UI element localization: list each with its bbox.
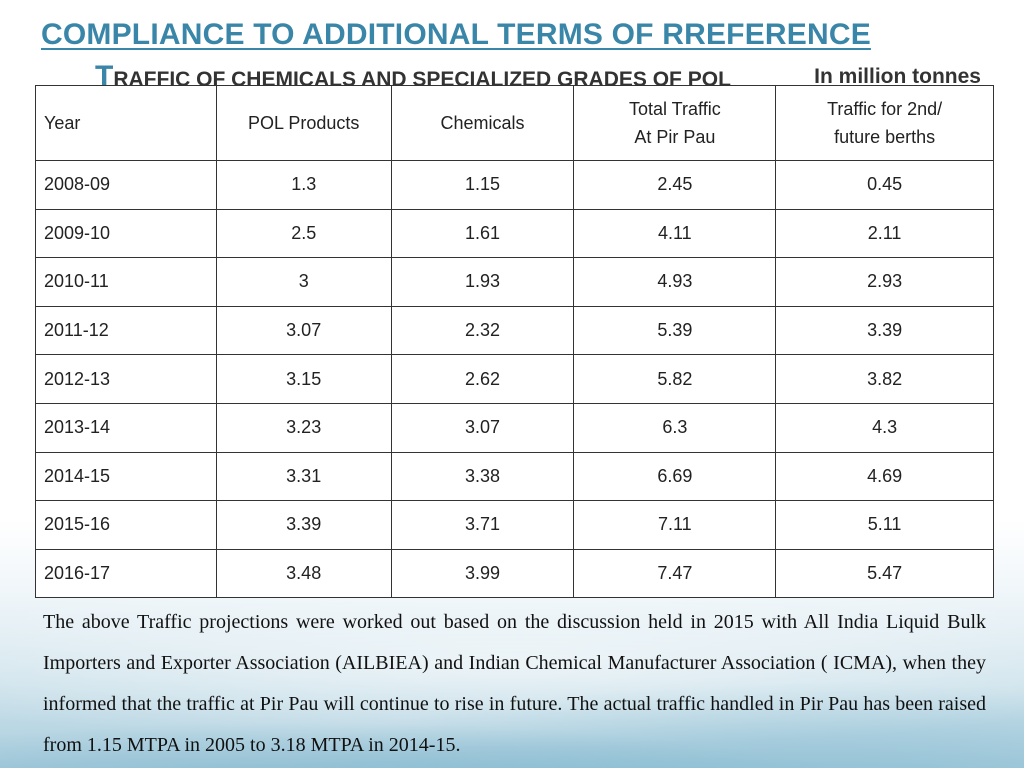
cell-total: 5.82 <box>573 354 777 404</box>
cell-pol: 3.23 <box>215 402 392 453</box>
cell-year: 2011-12 <box>35 305 217 356</box>
cell-future: 4.3 <box>775 402 994 453</box>
cell-future: 2.93 <box>775 257 994 307</box>
cell-chemicals: 3.71 <box>390 500 575 550</box>
cell-future: 5.11 <box>775 500 994 550</box>
table-row: 2012-13 3.15 2.62 5.82 3.82 <box>35 354 994 404</box>
cell-year: 2009-10 <box>35 208 217 259</box>
cell-chemicals: 1.15 <box>390 160 575 210</box>
footnote-paragraph: The above Traffic projections were worke… <box>43 611 986 756</box>
header-chemicals: Chemicals <box>390 85 575 161</box>
header-future-berths: Traffic for 2nd/future berths <box>775 85 994 161</box>
cell-future: 5.47 <box>775 548 994 599</box>
header-year: Year <box>35 85 217 161</box>
cell-chemicals: 2.32 <box>390 305 575 356</box>
cell-future: 0.45 <box>775 160 994 210</box>
table-row: 2013-14 3.23 3.07 6.3 4.3 <box>35 402 994 453</box>
cell-chemicals: 1.61 <box>390 208 575 259</box>
table-row: 2011-12 3.07 2.32 5.39 3.39 <box>35 305 994 356</box>
cell-future: 4.69 <box>775 451 994 502</box>
cell-year: 2012-13 <box>35 354 217 404</box>
table-row: 2015-16 3.39 3.71 7.11 5.11 <box>35 500 994 550</box>
header-future-line2: future berths <box>834 127 936 147</box>
cell-year: 2008-09 <box>35 160 217 210</box>
cell-pol: 3.31 <box>215 451 392 502</box>
header-pol-products: POL Products <box>215 85 392 161</box>
cell-chemicals: 3.38 <box>390 451 575 502</box>
cell-year: 2014-15 <box>35 451 217 502</box>
cell-pol: 3.48 <box>215 548 392 599</box>
table-row: 2009-10 2.5 1.61 4.11 2.11 <box>35 208 994 259</box>
cell-total: 4.11 <box>573 208 777 259</box>
subtitle-initial: T <box>95 60 114 93</box>
cell-pol: 3.07 <box>215 305 392 356</box>
cell-future: 2.11 <box>775 208 994 259</box>
cell-total: 7.11 <box>573 500 777 550</box>
cell-total: 5.39 <box>573 305 777 356</box>
cell-total: 7.47 <box>573 548 777 599</box>
cell-total: 2.45 <box>573 160 777 210</box>
cell-pol: 1.3 <box>215 160 392 210</box>
table-body: 2008-09 1.3 1.15 2.45 0.45 2009-10 2.5 1.61 4.1… <box>35 160 994 599</box>
cell-pol: 3.39 <box>215 500 392 550</box>
cell-future: 3.82 <box>775 354 994 404</box>
cell-total: 4.93 <box>573 257 777 307</box>
header-total-traffic: Total Traffic At Pir Pau <box>573 85 777 161</box>
cell-chemicals: 3.99 <box>390 548 575 599</box>
cell-year: 2016-17 <box>35 548 217 599</box>
cell-pol: 3 <box>215 257 392 307</box>
cell-total: 6.69 <box>573 451 777 502</box>
cell-year: 2010-11 <box>35 257 217 307</box>
header-total-line2: At Pir Pau <box>634 127 716 147</box>
traffic-table: Year POL Products Chemicals Total Traffi… <box>35 85 994 599</box>
cell-year: 2013-14 <box>35 402 217 453</box>
cell-future: 3.39 <box>775 305 994 356</box>
header-future-line1: Traffic for 2nd/ <box>827 99 943 119</box>
slide-title: COMPLIANCE TO ADDITIONAL TERMS OF RREFER… <box>41 18 871 51</box>
table-row: 2010-11 3 1.93 4.93 2.93 <box>35 257 994 307</box>
cell-year: 2015-16 <box>35 500 217 550</box>
header-total-line1: Total Traffic <box>628 99 721 119</box>
cell-chemicals: 3.07 <box>390 402 575 453</box>
cell-chemicals: 2.62 <box>390 354 575 404</box>
cell-pol: 3.15 <box>215 354 392 404</box>
units-label: In million tonnes <box>814 65 981 88</box>
table-header-row: Year POL Products Chemicals Total Traffi… <box>35 85 994 161</box>
table-row: 2016-17 3.48 3.99 7.47 5.47 <box>35 548 994 599</box>
cell-total: 6.3 <box>573 402 777 453</box>
table-row: 2008-09 1.3 1.15 2.45 0.45 <box>35 160 994 210</box>
table-row: 2014-15 3.31 3.38 6.69 4.69 <box>35 451 994 502</box>
cell-pol: 2.5 <box>215 208 392 259</box>
cell-chemicals: 1.93 <box>390 257 575 307</box>
